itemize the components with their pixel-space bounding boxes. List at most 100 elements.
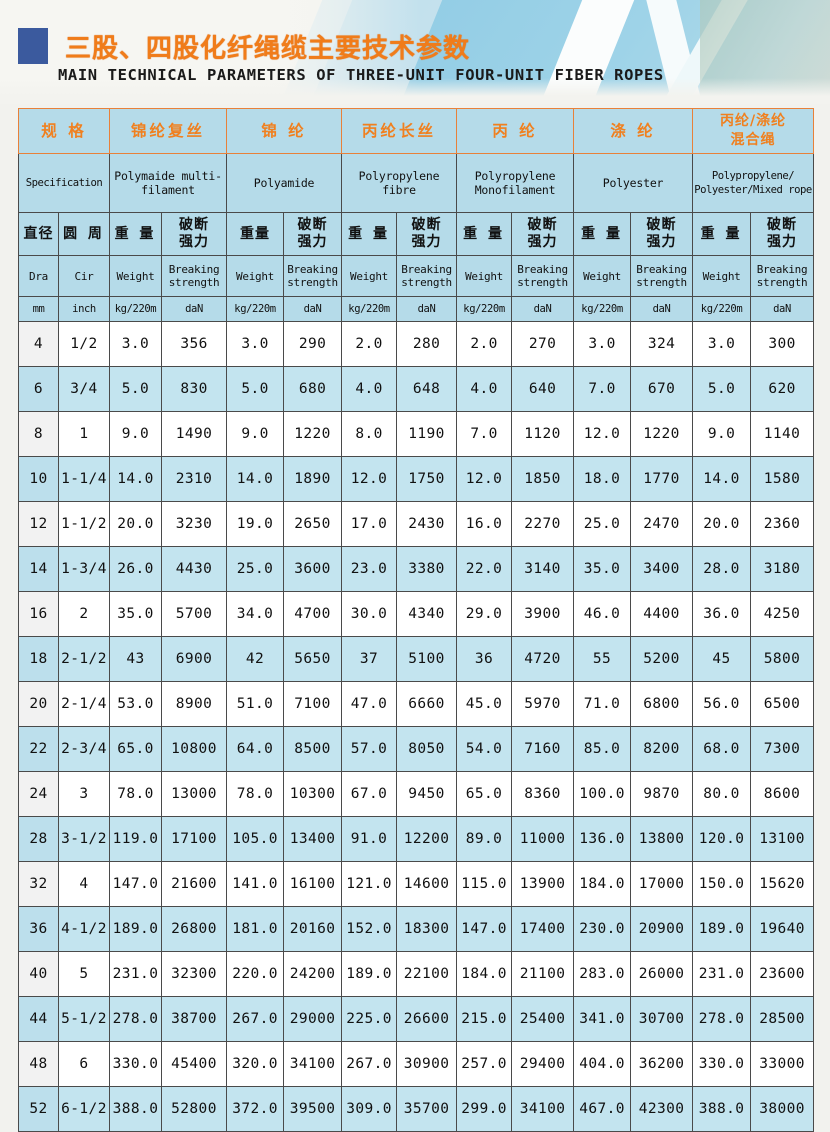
cell-weight: 45.0 [456, 681, 513, 727]
cell-weight: 25.0 [226, 546, 285, 592]
cell-weight: 36 [456, 636, 513, 682]
cell-breaking-strength: 21100 [511, 951, 575, 997]
sub-cn-breaking-6-line2: 强力 [767, 234, 798, 250]
cell-weight: 43 [109, 636, 162, 682]
cell-weight: 404.0 [573, 1041, 632, 1087]
unit-weight-6: kg/220m [692, 296, 752, 322]
cell-breaking-strength: 4700 [283, 591, 343, 637]
header-row-group-en: Specification Polymaide multi-filament P… [18, 153, 815, 213]
sub-en-weight-4: Weight [456, 255, 513, 297]
cell-weight: 37 [341, 636, 398, 682]
cell-breaking-strength: 620 [750, 366, 815, 412]
cell-breaking-strength: 24200 [283, 951, 343, 997]
cell-breaking-strength: 7160 [511, 726, 575, 772]
sub-en-breaking-2: Breaking strength [283, 255, 343, 297]
cell-weight: 5.0 [109, 366, 162, 412]
cell-weight: 141.0 [226, 861, 285, 907]
cell-weight: 147.0 [109, 861, 162, 907]
cell-breaking-strength: 17000 [630, 861, 694, 907]
group-cn-polyamide-multifilament: 锦纶复丝 [108, 108, 228, 154]
cell-breaking-strength: 6500 [750, 681, 815, 727]
cell-weight: 3.0 [692, 321, 752, 367]
cell-breaking-strength: 18300 [396, 906, 458, 952]
cell-weight: 36.0 [692, 591, 752, 637]
sub-cn-breaking-4-line1: 破断 [527, 217, 558, 233]
cell-breaking-strength: 3400 [630, 546, 694, 592]
cell-breaking-strength: 2470 [630, 501, 694, 547]
cell-weight: 330.0 [692, 1041, 752, 1087]
unit-weight-2: kg/220m [226, 296, 285, 322]
cell-weight: 372.0 [226, 1086, 285, 1132]
sub-cn-weight-3: 重 量 [341, 212, 398, 256]
cell-breaking-strength: 2270 [511, 501, 575, 547]
cell-breaking-strength: 680 [283, 366, 343, 412]
sub-cn-weight-2: 重量 [226, 212, 285, 256]
cell-weight: 78.0 [226, 771, 285, 817]
cell-weight: 184.0 [573, 861, 632, 907]
cell-weight: 9.0 [109, 411, 162, 457]
cell-breaking-strength: 3140 [511, 546, 575, 592]
cell-weight: 64.0 [226, 726, 285, 772]
cell-breaking-strength: 3380 [396, 546, 458, 592]
cell-breaking-strength: 25400 [511, 996, 575, 1042]
cell-weight: 215.0 [456, 996, 513, 1042]
sub-cn-breaking-1-line2: 强力 [179, 234, 209, 250]
cell-breaking-strength: 32300 [160, 951, 228, 997]
cell-weight: 147.0 [456, 906, 513, 952]
sub-cn-breaking-2-line1: 破断 [297, 217, 328, 233]
cell-weight: 181.0 [226, 906, 285, 952]
group-en-polyamide: Polyamide [226, 153, 343, 213]
sub-en-breaking-6-line2: strength [756, 276, 808, 289]
cell-breaking-strength: 39500 [283, 1086, 343, 1132]
unit-breaking-1: daN [160, 296, 228, 322]
cell-diameter: 20 [18, 681, 59, 727]
cell-circumference: 4 [58, 861, 110, 907]
banner-bottom-fade [0, 78, 830, 104]
cell-breaking-strength: 20160 [283, 906, 343, 952]
cell-weight: 18.0 [573, 456, 632, 502]
sub-en-weight-5: Weight [573, 255, 632, 297]
cell-breaking-strength: 6800 [630, 681, 694, 727]
cell-breaking-strength: 14600 [396, 861, 458, 907]
cell-weight: 225.0 [341, 996, 398, 1042]
unit-circumference: inch [58, 296, 110, 322]
sub-cn-breaking-6: 破断 强力 [750, 212, 815, 256]
sub-cn-breaking-5-line1: 破断 [646, 217, 677, 233]
cell-weight: 12.0 [456, 456, 513, 502]
cell-weight: 67.0 [341, 771, 398, 817]
cell-circumference: 6-1/2 [58, 1086, 110, 1132]
cell-weight: 42 [226, 636, 285, 682]
table-row: 4 1/2 3.0 356 3.0 290 2.0 280 2.0 270 3.0 324 3.0 300 [18, 321, 815, 367]
cell-breaking-strength: 670 [630, 366, 694, 412]
table-row: 40 5 231.0 32300 220.0 24200 189.0 22100 184.0 21… [18, 951, 815, 997]
cell-breaking-strength: 270 [511, 321, 575, 367]
cell-weight: 120.0 [692, 816, 752, 862]
cell-circumference: 1-1/4 [58, 456, 110, 502]
cell-weight: 8.0 [341, 411, 398, 457]
sub-cn-breaking-4: 破断 强力 [511, 212, 575, 256]
cell-breaking-strength: 19640 [750, 906, 815, 952]
cell-weight: 54.0 [456, 726, 513, 772]
cell-breaking-strength: 11000 [511, 816, 575, 862]
cell-weight: 30.0 [341, 591, 398, 637]
sub-en-breaking-5-line1: Breaking [636, 263, 687, 276]
cell-breaking-strength: 1220 [630, 411, 694, 457]
cell-weight: 47.0 [341, 681, 398, 727]
cell-weight: 278.0 [692, 996, 752, 1042]
cell-breaking-strength: 356 [160, 321, 228, 367]
cell-weight: 105.0 [226, 816, 285, 862]
cell-breaking-strength: 26800 [160, 906, 228, 952]
cell-weight: 7.0 [573, 366, 632, 412]
cell-weight: 467.0 [573, 1086, 632, 1132]
cell-weight: 34.0 [226, 591, 285, 637]
cell-weight: 231.0 [692, 951, 752, 997]
group-cn-mixed-rope-line1: 丙纶/涤纶 [719, 113, 787, 129]
cell-weight: 299.0 [456, 1086, 513, 1132]
sub-cn-breaking-1-line1: 破断 [179, 217, 209, 233]
sub-cn-breaking-3: 破断 强力 [396, 212, 458, 256]
cell-weight: 89.0 [456, 816, 513, 862]
cell-diameter: 14 [18, 546, 59, 592]
unit-breaking-6: daN [750, 296, 815, 322]
cell-diameter: 24 [18, 771, 59, 817]
cell-breaking-strength: 36200 [630, 1041, 694, 1087]
